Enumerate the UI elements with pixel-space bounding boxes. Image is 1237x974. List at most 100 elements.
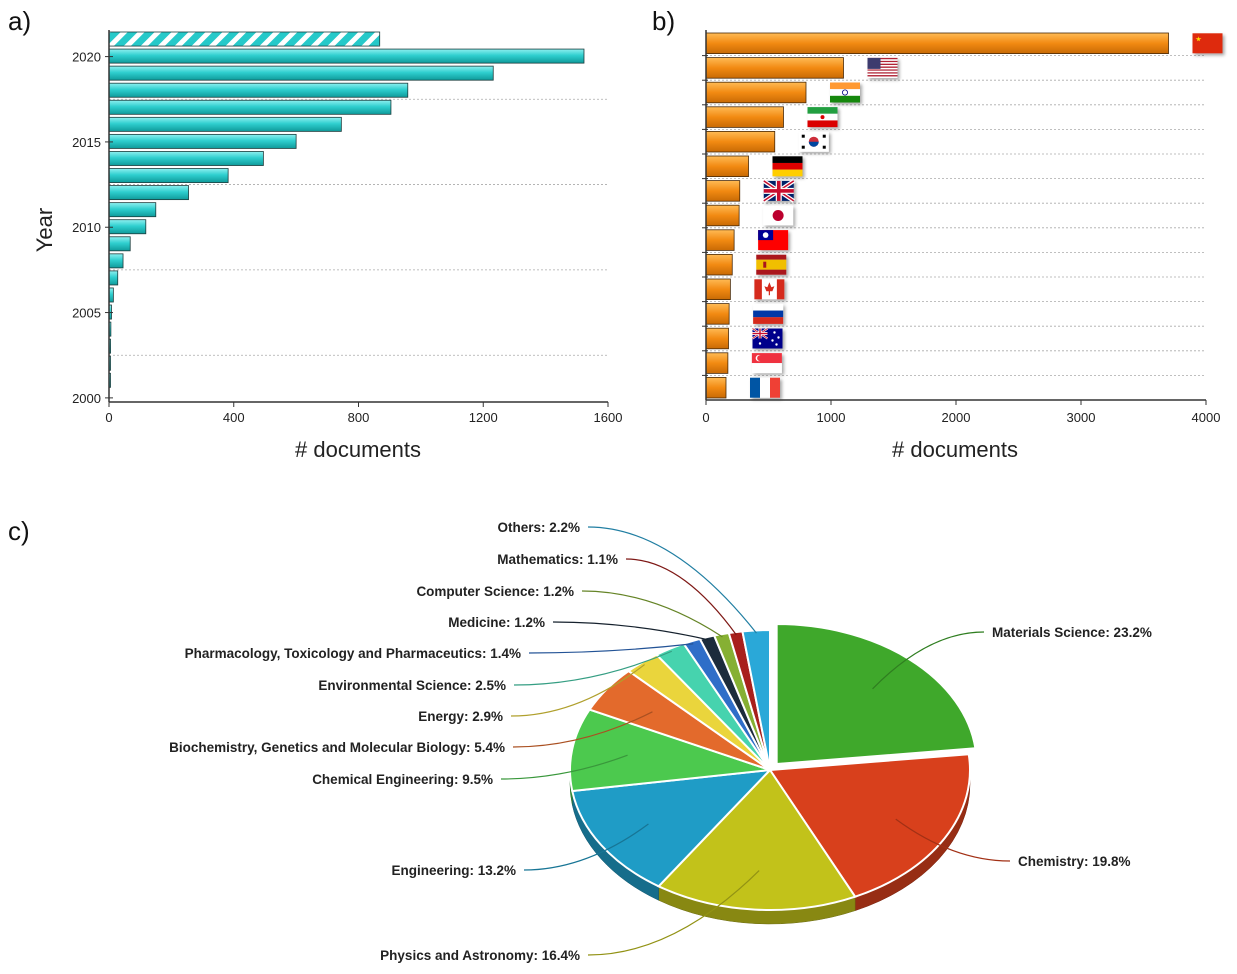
panel-b-gridlines [702,55,1206,376]
panel-c-slice-others-2-2 [741,628,771,771]
panel-a-bar-2019 [108,65,494,81]
panel-b-bar-singapore [705,352,729,374]
panel-a-y-ticks: 2000 2005 2010 2015 2020 [72,50,113,406]
panel-b-x-tick-label: 2000 [942,410,971,425]
panel-b-x-tick-label: 4000 [1192,410,1221,425]
panel-a-y-tick-label: 2000 [72,391,101,406]
panel-c-label-chemical-engineering-9-5: Chemical Engineering: 9.5% [312,772,493,787]
panel-c-leader-line [587,526,757,634]
flag-japan-icon [763,205,794,226]
panel-a-bar-2016 [108,116,342,132]
panel-c-slice-physics-and-astronomy-16-4 [656,768,857,911]
panel-c-labels: Materials Science: 23.2% Chemistry: 19.8%… [169,520,1152,963]
panel-b-bar-taiwan [705,229,735,251]
panel-b-bar-spain [705,253,733,276]
panel-a-bar-2007 [108,270,119,286]
panel-a-bar-2013 [108,168,229,183]
panel-c-leader-line [587,870,760,956]
panel-b-bar-france [705,376,727,399]
panel-b-x-tick-label: 1000 [817,410,846,425]
panel-b-bar-united-kingdom [705,180,741,202]
panel-c-label-biochemistry-genetics-and-molecular-biology-5-4: Biochemistry, Genetics and Molecular Bio… [169,740,505,755]
panel-a-y-tick-label: 2005 [72,306,101,321]
flag-china-icon [1192,33,1223,54]
panel-a-bar-2011 [108,202,157,218]
panel-b-bar-china [705,32,1169,55]
panel-c-leader-line [513,650,673,686]
panel-a-bar-2021 [108,31,381,47]
panel-a-bar-2018 [108,82,409,98]
panel-a-bar-2020 [108,48,585,64]
panel-c-label-chemistry-19-8: Chemistry: 19.8% [1018,854,1131,869]
panel-a-x-tick-label: 1200 [469,410,498,425]
panel-a-letter: a) [8,6,31,36]
panel-b-bar-canada [705,278,731,301]
panel-a-bar-2008 [108,253,124,269]
panel-c-label-mathematics-1-1: Mathematics: 1.1% [497,552,618,567]
panel-b-x-ticks: 0 1000 2000 3000 4000 [702,400,1220,425]
flag-united-kingdom-icon [762,179,795,203]
flag-france-icon [750,377,780,398]
flag-singapore-icon [751,353,782,374]
flag-spain-icon [756,254,787,275]
panel-c: c) Materials Science: 23.2% Chemistry: 19… [8,516,1152,963]
panel-b-bar-japan [705,204,740,227]
panel-b-x-axis-title: # documents [892,437,1018,462]
flag-united-states-icon [867,57,898,78]
flag-russia-icon [753,303,784,324]
panel-c-leader-line [552,621,709,641]
panel-a-bar-2010 [108,219,147,235]
panel-c-label-materials-science-23-2: Materials Science: 23.2% [992,625,1152,640]
panel-c-label-environmental-science-2-5: Environmental Science: 2.5% [318,678,506,693]
panel-c-slice-chemistry-19-8 [768,753,971,898]
panel-a-y-tick-label: 2010 [72,220,101,235]
panel-a-y-tick-label: 2020 [72,50,101,65]
panel-c-label-pharmacology-toxicology-and-pharmaceutics-1-4: Pharmacology, Toxicology and Pharmaceuti… [185,646,521,661]
panel-c-label-engineering-13-2: Engineering: 13.2% [391,863,516,878]
panel-a-bar-2012 [108,185,189,201]
panel-b-bars [705,32,1169,399]
panel-b-bar-australia [705,327,729,350]
panel-c-leader-line [510,664,645,717]
panel-b-bar-russia [705,303,730,325]
panel-a-x-tick-label: 1600 [594,410,623,425]
panel-b-flags [750,33,1223,398]
panel-c-leader-line [872,631,985,690]
panel-a-x-axis-title: # documents [295,437,421,462]
panel-b-bar-germany [705,155,749,178]
flag-canada-icon [754,279,785,300]
panel-c-slice-materials-science-23-2 [775,623,977,766]
panel-c-leader-line [625,558,737,636]
panel-c-slice-chemical-engineering-9-5 [569,708,771,793]
panel-b-bar-india [705,81,807,104]
panel-c-slice-engineering-13-2 [571,768,773,888]
panel-c-leader-line [500,754,628,780]
panel-b-x-tick-label: 0 [702,410,709,425]
panel-c-leader-line [512,711,653,748]
panel-c-label-physics-and-astronomy-16-4: Physics and Astronomy: 16.4% [380,948,580,963]
flag-taiwan-icon [758,230,789,251]
panel-a: a) 0 400 800 1200 1600 20002005201020152020 … [8,6,622,462]
panel-c-letter: c) [8,516,30,546]
panel-c-pie [569,623,977,925]
panel-a-x-tick-label: 0 [105,410,112,425]
panel-a-x-tick-label: 400 [223,410,245,425]
panel-a-bar-2009 [108,236,131,252]
panel-a-bar-2017 [108,99,392,115]
panel-a-bars [108,31,585,388]
panel-c-label-computer-science-1-2: Computer Science: 1.2% [416,584,574,599]
panel-b-bar-iran [705,106,784,128]
panel-c-leader-line [895,818,1011,862]
flag-south-korea-icon [798,131,829,152]
panel-c-leader-line [581,590,723,638]
panel-b-bar-south-korea [705,130,776,153]
panel-b-bar-united-states [705,57,844,79]
panel-b: b) 0 1000 2000 3000 4000 # documents [652,6,1223,462]
flag-iran-icon [807,107,838,128]
panel-a-y-axis-title: Year [32,208,57,252]
panel-b-letter: b) [652,6,675,36]
flag-australia-icon [751,327,783,349]
panel-a-bar-2015 [108,133,297,149]
panel-c-leader-line [523,823,649,871]
panel-b-x-tick-label: 3000 [1067,410,1096,425]
